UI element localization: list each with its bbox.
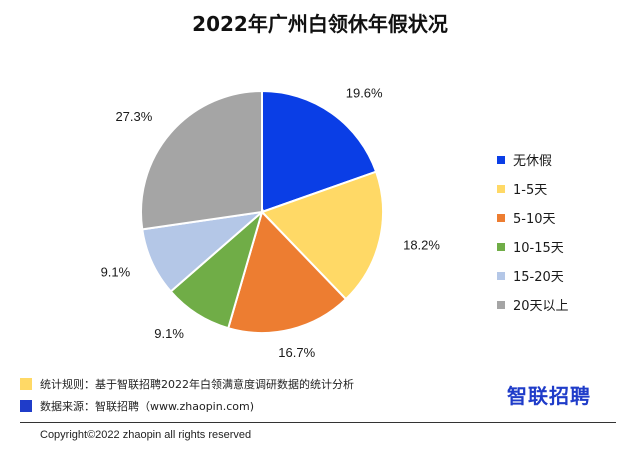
pie-slice (140, 89, 263, 231)
note-source-marker (20, 400, 32, 412)
copyright-text: Copyright©2022 zhaopin all rights reserv… (40, 429, 252, 441)
legend-swatch (497, 300, 505, 309)
pie-value-label: 27.3% (115, 109, 152, 124)
brand-logo: 智联招聘 (507, 384, 591, 408)
pie-slice (227, 210, 348, 334)
legend-item: 10-15天 (497, 232, 569, 261)
pie-value-label: 18.2% (403, 237, 440, 252)
legend-label: 无休假 (513, 154, 553, 169)
note-rule-marker (20, 378, 32, 390)
note-rule-text: 统计规则：基于智联招聘2022年白领满意度调研数据的统计分析 (40, 378, 354, 391)
legend-item: 5-10天 (497, 203, 569, 232)
legend-swatch (497, 155, 505, 164)
legend-swatch (497, 271, 505, 280)
pie-value-labels: 19.6% 18.2% 16.7% 9.1% 9.1% 27.3% (101, 86, 441, 360)
legend-swatch (497, 213, 505, 222)
legend-swatch (497, 184, 505, 193)
legend-label: 5-10天 (513, 212, 556, 227)
pie-slices (140, 89, 384, 334)
note-source-text: 数据来源：智联招聘（www.zhaopin.com) (40, 400, 254, 413)
legend: 无休假 1-5天 5-10天 10-15天 15-20天 20天以上 (497, 145, 569, 319)
footer-divider (20, 422, 616, 423)
pie-value-label: 19.6% (346, 86, 383, 101)
legend-label: 10-15天 (513, 241, 564, 256)
legend-item: 无休假 (497, 145, 569, 174)
legend-label: 15-20天 (513, 270, 564, 285)
note-source: 数据来源：智联招聘（www.zhaopin.com) (20, 395, 354, 417)
footnotes: 统计规则：基于智联招聘2022年白领满意度调研数据的统计分析 数据来源：智联招聘… (20, 373, 354, 417)
pie-value-label: 16.7% (278, 345, 315, 360)
chart-title: 2022年广州白领休年假状况 (192, 12, 448, 36)
legend-swatch (497, 242, 505, 251)
legend-item: 20天以上 (497, 290, 569, 319)
pie-value-label: 9.1% (101, 264, 131, 279)
legend-label: 20天以上 (513, 299, 569, 314)
legend-item: 15-20天 (497, 261, 569, 290)
pie-value-label: 9.1% (154, 326, 184, 341)
legend-label: 1-5天 (513, 183, 548, 198)
note-rule: 统计规则：基于智联招聘2022年白领满意度调研数据的统计分析 (20, 373, 354, 395)
pie-slice (260, 170, 384, 301)
legend-item: 1-5天 (497, 174, 569, 203)
